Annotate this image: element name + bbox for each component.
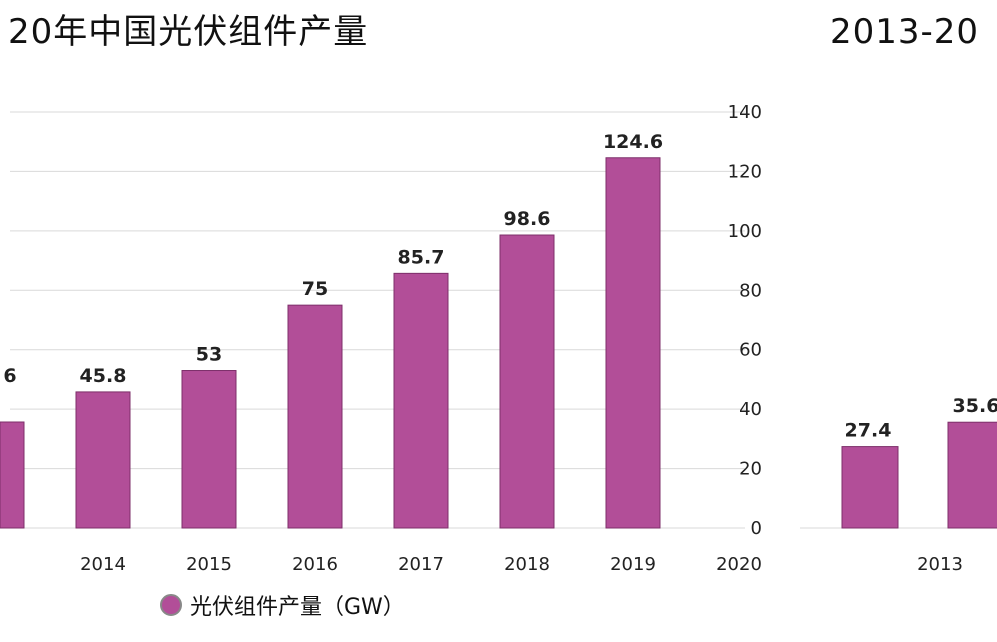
x-tick-label: 2013 — [917, 554, 963, 575]
y-tick-label: 100 — [728, 221, 762, 242]
x-tick-label: 2020 — [716, 554, 762, 575]
x-tick-label: 2017 — [398, 554, 444, 575]
data-label: 27.4 — [845, 420, 892, 442]
bar — [181, 370, 237, 529]
data-label: 98.6 — [504, 208, 551, 230]
y-tick-label: 140 — [728, 102, 762, 123]
y-tick-label: 20 — [739, 459, 762, 480]
x-tick-label: 2014 — [80, 554, 126, 575]
y-tick-label: 0 — [751, 518, 762, 539]
data-label: 85.7 — [398, 246, 445, 268]
y-tick-label: 120 — [728, 161, 762, 182]
y-tick-label: 60 — [739, 340, 762, 361]
x-tick-label: 2015 — [186, 554, 232, 575]
bar — [841, 446, 899, 529]
data-label: 75 — [302, 278, 328, 300]
x-tick-label: 2016 — [292, 554, 338, 575]
y-tick-label: 80 — [739, 280, 762, 301]
x-tick-label: 2019 — [610, 554, 656, 575]
legend-swatch — [160, 594, 182, 616]
bar — [287, 304, 343, 529]
bar — [393, 272, 449, 529]
data-label: 53 — [196, 344, 222, 366]
x-tick-label: 2018 — [504, 554, 550, 575]
data-label: 35.6 — [953, 395, 997, 417]
bar — [0, 421, 25, 529]
bar — [947, 421, 997, 529]
legend-label: 光伏组件产量（GW） — [190, 595, 405, 620]
second-chart-title: 2013-20 — [830, 12, 980, 52]
bar — [75, 391, 131, 529]
data-label: 45.8 — [80, 365, 127, 387]
bar — [499, 234, 555, 529]
chart-title: 20年中国光伏组件产量 — [8, 12, 369, 52]
y-tick-label: 40 — [739, 399, 762, 420]
data-label: 6 — [3, 365, 16, 387]
data-label: 124.6 — [603, 131, 663, 153]
bar — [605, 157, 661, 529]
legend: 光伏组件产量（GW） — [160, 588, 405, 622]
